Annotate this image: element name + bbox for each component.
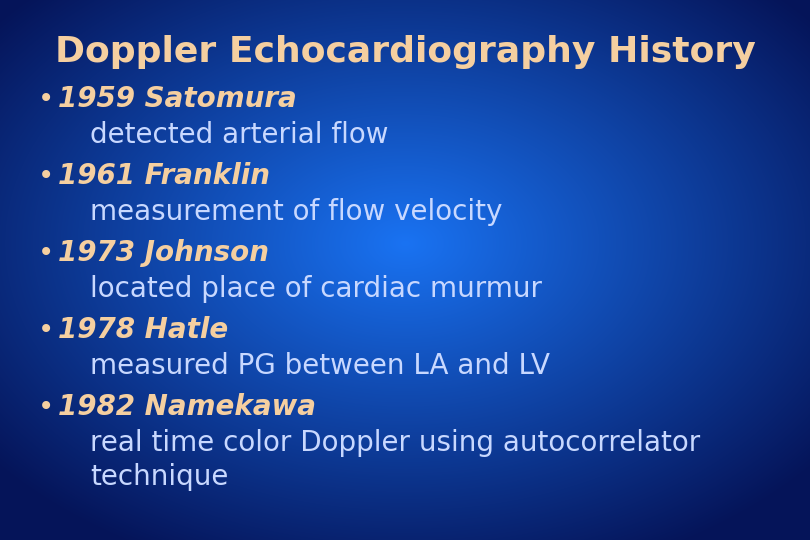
Text: technique: technique: [90, 463, 228, 491]
Text: •: •: [38, 393, 54, 421]
Text: 1973 Johnson: 1973 Johnson: [58, 239, 269, 267]
Text: •: •: [38, 85, 54, 113]
Text: 1982 Namekawa: 1982 Namekawa: [58, 393, 316, 421]
Text: Doppler Echocardiography History: Doppler Echocardiography History: [54, 35, 756, 69]
Text: real time color Doppler using autocorrelator: real time color Doppler using autocorrel…: [90, 429, 701, 457]
Text: 1961 Franklin: 1961 Franklin: [58, 162, 270, 190]
Text: measured PG between LA and LV: measured PG between LA and LV: [90, 352, 550, 380]
Text: •: •: [38, 239, 54, 267]
Text: located place of cardiac murmur: located place of cardiac murmur: [90, 275, 542, 303]
Text: •: •: [38, 316, 54, 344]
Text: 1978 Hatle: 1978 Hatle: [58, 316, 228, 344]
Text: 1959 Satomura: 1959 Satomura: [58, 85, 296, 113]
Text: detected arterial flow: detected arterial flow: [90, 121, 389, 149]
Text: measurement of flow velocity: measurement of flow velocity: [90, 198, 502, 226]
Text: •: •: [38, 162, 54, 190]
